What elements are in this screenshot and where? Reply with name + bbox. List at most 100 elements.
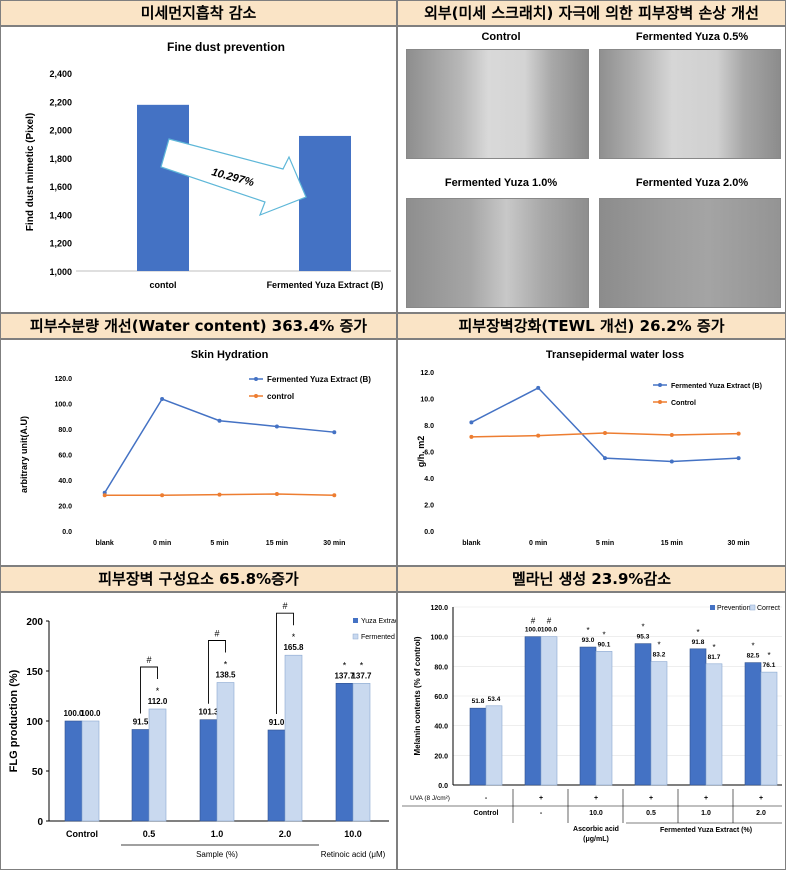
data-label: 100.0 (63, 709, 84, 718)
y-tick-label: 2,000 (49, 126, 72, 136)
concentration-label: Control (474, 810, 499, 817)
data-label: 112.0 (148, 697, 168, 706)
data-point (274, 492, 279, 497)
bar (81, 720, 100, 822)
bar (131, 729, 150, 822)
y-tick-label: 2.0 (424, 503, 434, 510)
y-tick-label: 150 (26, 667, 43, 678)
y-tick-label: 80.0 (58, 427, 72, 434)
significance-hash: # (214, 629, 219, 639)
y-axis-label: Find dust mimetic (Pixel) (25, 113, 36, 231)
data-label: 81.7 (708, 654, 721, 661)
data-point (217, 418, 222, 423)
data-label: 53.4 (488, 696, 501, 703)
uva-mark: + (704, 795, 708, 802)
uva-label: UVA (8 J/cm²) (410, 795, 450, 802)
header-hydration: 피부수분량 개선(Water content) 363.4% 증가 (0, 313, 397, 339)
micro-image-05 (599, 49, 781, 159)
data-point (669, 432, 674, 437)
significance-bracket (276, 612, 294, 714)
flg-chart: 0 50 100 150 200 FLG production (%) Control 100… (8, 601, 399, 859)
significance-star: * (292, 632, 296, 642)
legend-swatch (352, 633, 359, 640)
data-point (469, 434, 474, 439)
data-point (274, 424, 279, 429)
y-tick-label: 0.0 (62, 529, 72, 536)
data-point (332, 493, 337, 498)
melanin-chart: 0.0 20.0 40.0 60.0 80.0 100.0 120.0 Melanin con… (402, 604, 782, 843)
concentration-label: - (540, 810, 543, 817)
panel-tewl: Transepidermal water loss 0.0 2.0 4.0 6.0 8.0… (397, 339, 786, 566)
bar (335, 683, 354, 822)
bar (64, 720, 83, 822)
y-tick-label: 0.0 (438, 783, 448, 790)
data-point (603, 430, 607, 435)
x-tick-label: blank (462, 540, 480, 547)
data-label: 82.5 (747, 653, 760, 660)
x-tick-label: 30 min (728, 540, 750, 547)
y-tick-label: 60.0 (434, 694, 448, 701)
y-tick-label: 50 (32, 767, 44, 778)
data-label: 100.0 (525, 627, 542, 634)
data-label: 91.0 (269, 718, 285, 727)
y-tick-label: 12.0 (420, 370, 434, 377)
data-point (536, 385, 541, 390)
bar (579, 646, 597, 786)
legend-swatch (353, 618, 358, 623)
significance-bracket (208, 640, 226, 704)
data-label: 137.7 (334, 671, 355, 680)
y-tick-label: 20.0 (434, 753, 448, 760)
legend-marker (658, 383, 662, 387)
micro-image-20 (599, 198, 781, 308)
header-dust: 미세먼지흡착 감소 (0, 0, 397, 26)
panel-dust: Fine dust prevention 1,000 1,200 1,400 1,600… (0, 26, 397, 313)
micro-image-10 (406, 198, 589, 308)
x-tick-label: contol (150, 280, 177, 290)
y-tick-label: 200 (26, 617, 43, 628)
bar (299, 135, 351, 271)
y-tick-label: 1,200 (49, 239, 72, 249)
bar (634, 643, 652, 786)
bar (352, 683, 371, 822)
chart-title: Transepidermal water loss (546, 349, 684, 361)
y-tick-label: 2,200 (49, 97, 72, 107)
series-line (471, 386, 739, 463)
legend-label: Fermented Yuza Extract (B) (671, 383, 762, 390)
legend-label: Prevention (717, 605, 751, 612)
significance-star: * (641, 623, 644, 632)
legend-label: Yuza Extrac (361, 618, 396, 625)
group-label: Retinoic acid (μM) (321, 850, 386, 859)
significance-star: * (657, 641, 660, 650)
x-tick-label: blank (96, 540, 114, 547)
y-tick-label: 1,400 (49, 210, 72, 220)
significance-hash: # (282, 601, 287, 611)
data-point (469, 420, 474, 425)
bar (524, 636, 542, 786)
uva-mark: + (759, 795, 763, 802)
x-tick-label: 0 min (153, 540, 171, 547)
significance-star: * (586, 626, 589, 635)
data-point (736, 456, 741, 461)
legend-label: Correct (757, 605, 780, 612)
significance-hash: # (146, 655, 151, 665)
y-tick-label: 60.0 (58, 453, 72, 460)
micro-image-control (406, 49, 589, 159)
y-tick-label: 6.0 (424, 450, 434, 457)
data-label: 138.5 (215, 671, 236, 680)
tewl-chart: Transepidermal water loss 0.0 2.0 4.0 6.0 8.0… (416, 349, 762, 547)
y-axis-label: Melanin contents (% of control) (413, 636, 422, 755)
panel-hydration: Skin Hydration 0.0 20.0 40.0 60.0 80.0 100.0 12… (0, 339, 397, 566)
data-label: 83.2 (653, 652, 666, 659)
hydration-chart: Skin Hydration 0.0 20.0 40.0 60.0 80.0 100.0 12… (19, 349, 371, 547)
data-point (603, 456, 607, 461)
concentration-label: 10.0 (589, 810, 603, 817)
data-label: 165.8 (283, 643, 304, 652)
data-point (102, 493, 107, 498)
legend-label: control (267, 392, 294, 401)
significance-hash: # (531, 617, 536, 626)
data-label: 100.0 (80, 709, 101, 718)
significance-star: * (712, 643, 715, 652)
data-label: 95.3 (637, 634, 650, 641)
x-tick-label: 15 min (266, 540, 288, 547)
data-point (736, 431, 741, 436)
